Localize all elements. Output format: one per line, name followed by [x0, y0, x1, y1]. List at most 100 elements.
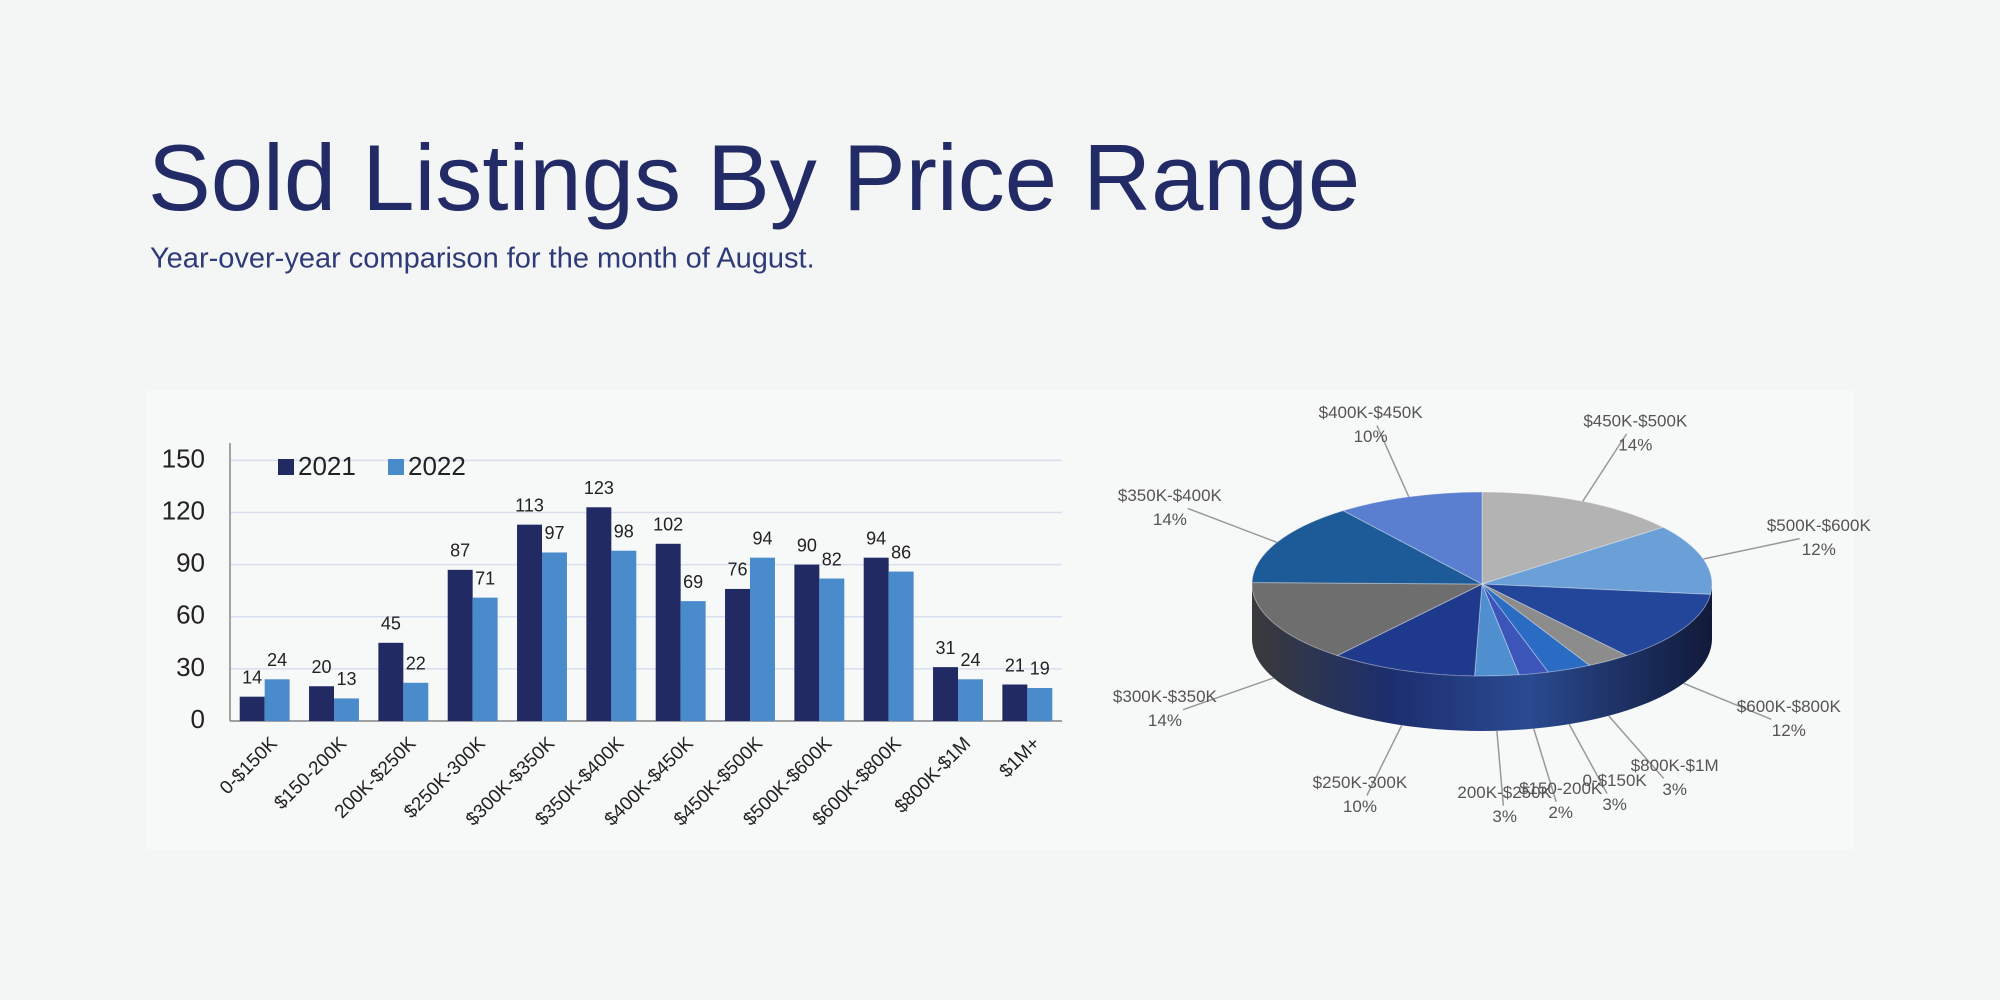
value-label: 113 [515, 495, 544, 515]
slice-label: $250K-300K [1313, 773, 1408, 792]
bar [933, 667, 958, 721]
leader-line [1703, 537, 1800, 560]
slice-label: 0-$150K [1582, 771, 1647, 790]
bar [517, 524, 542, 721]
y-tick-label: 120 [162, 495, 205, 525]
pie-slice [1474, 583, 1520, 677]
value-label: 71 [475, 568, 495, 588]
value-label: 82 [822, 549, 842, 569]
pie-slice [1481, 526, 1713, 595]
value-label: 69 [683, 572, 703, 592]
leader-line [1366, 724, 1403, 796]
leader-line [1187, 507, 1278, 544]
slice-label: $800K-$1M [1631, 756, 1719, 775]
pie-slice [1341, 491, 1483, 585]
slice-value-label: 3% [1662, 780, 1687, 799]
slice-label: $300K-$350K [1113, 687, 1218, 706]
slice-value-label: 14% [1153, 510, 1187, 529]
pie-rim [1252, 584, 1712, 731]
leader-line [1582, 433, 1628, 502]
value-label: 87 [450, 541, 470, 561]
value-label: 102 [653, 515, 683, 535]
pie-slice [1251, 582, 1483, 657]
value-label: 90 [797, 535, 817, 555]
leader-line [1568, 723, 1608, 794]
bar [264, 679, 290, 721]
value-label: 24 [267, 650, 287, 670]
leader-line [1182, 677, 1274, 711]
y-tick-label: 0 [191, 704, 205, 734]
legend-swatch [388, 459, 404, 475]
bar [447, 569, 473, 721]
legend-label: 2022 [408, 451, 466, 481]
slice-label: $450K-$500K [1583, 411, 1688, 430]
value-label: 20 [312, 657, 332, 677]
slice-label: $350K-$400K [1118, 486, 1223, 505]
bar [1027, 687, 1053, 721]
y-tick-label: 60 [176, 600, 205, 630]
leader-line [1683, 682, 1772, 721]
value-label: 76 [728, 560, 748, 580]
slice-value-label: 12% [1802, 540, 1836, 559]
y-tick-label: 30 [176, 652, 205, 682]
slice-label: 200K-$250K [1457, 783, 1552, 802]
value-label: 31 [936, 638, 956, 658]
pie-slice [1481, 583, 1628, 666]
bar [863, 557, 889, 721]
bar [1002, 684, 1028, 721]
slice-value-label: 14% [1618, 435, 1652, 454]
leader-line [1608, 715, 1665, 779]
leader-line [1496, 730, 1505, 806]
slice-label: $600K-$800K [1737, 697, 1842, 716]
value-label: 14 [242, 667, 262, 687]
leader-line [1532, 728, 1557, 802]
value-label: 13 [336, 669, 356, 689]
value-label: 24 [960, 650, 980, 670]
slice-label: $150-200K [1519, 779, 1603, 798]
value-label: 98 [614, 521, 634, 541]
slice-value-label: 14% [1148, 711, 1182, 730]
bar [403, 682, 429, 721]
bar [542, 552, 567, 721]
pie-slice [1481, 583, 1550, 676]
bar [239, 696, 265, 721]
value-label: 94 [866, 528, 886, 548]
slice-value-label: 2% [1548, 803, 1573, 822]
bar [750, 557, 775, 721]
bar [725, 588, 750, 721]
bar [958, 679, 983, 721]
pie-slice [1481, 491, 1665, 585]
value-label: 97 [544, 523, 564, 543]
legend-swatch [278, 459, 294, 475]
value-label: 94 [752, 528, 772, 548]
slice-value-label: 12% [1772, 721, 1806, 740]
page-subtitle: Year-over-year comparison for the month … [150, 243, 815, 275]
value-label: 19 [1030, 659, 1050, 679]
value-label: 45 [381, 614, 401, 634]
bar [655, 543, 681, 721]
slice-value-label: 3% [1602, 795, 1627, 814]
bar [586, 507, 612, 721]
value-label: 86 [891, 542, 911, 562]
slice-value-label: 3% [1492, 807, 1517, 826]
slice-value-label: 10% [1343, 797, 1377, 816]
y-tick-label: 150 [162, 443, 205, 473]
bar [334, 698, 359, 721]
bar [794, 564, 820, 721]
bar [378, 642, 404, 721]
value-label: 22 [406, 654, 426, 674]
pie-slice [1481, 583, 1712, 657]
bar [680, 601, 706, 721]
bar [611, 550, 637, 721]
slice-label: $500K-$600K [1767, 516, 1872, 535]
bar [888, 571, 914, 721]
value-label: 21 [1005, 655, 1025, 675]
bar [819, 578, 845, 721]
leader-line [1376, 425, 1410, 498]
bar [472, 597, 498, 721]
bar [309, 686, 334, 721]
y-tick-label: 90 [176, 548, 205, 578]
pie-slice [1251, 510, 1483, 585]
